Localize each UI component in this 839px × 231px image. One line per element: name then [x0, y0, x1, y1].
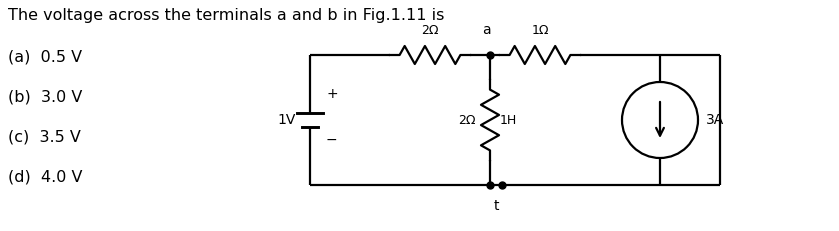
Text: (d)  4.0 V: (d) 4.0 V — [8, 170, 82, 185]
Text: (a)  0.5 V: (a) 0.5 V — [8, 50, 82, 65]
Text: a: a — [482, 23, 490, 37]
Text: t: t — [493, 199, 498, 213]
Text: 3A: 3A — [706, 113, 724, 127]
Text: +: + — [326, 87, 337, 101]
Text: The voltage across the terminals a and b in Fig.1.11 is: The voltage across the terminals a and b… — [8, 8, 445, 23]
Text: (b)  3.0 V: (b) 3.0 V — [8, 90, 82, 105]
Text: 1V: 1V — [278, 113, 296, 127]
Text: −: − — [326, 133, 337, 146]
Text: 1H: 1H — [500, 113, 518, 127]
Text: 2Ω: 2Ω — [421, 24, 439, 37]
Text: (c)  3.5 V: (c) 3.5 V — [8, 130, 81, 145]
Text: 1Ω: 1Ω — [531, 24, 549, 37]
Text: 2Ω: 2Ω — [458, 113, 476, 127]
